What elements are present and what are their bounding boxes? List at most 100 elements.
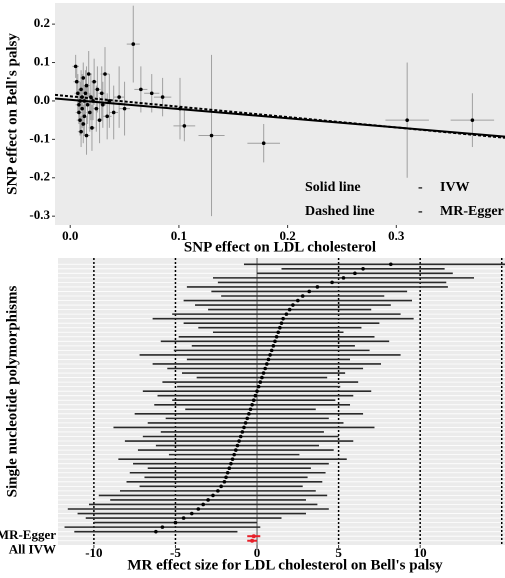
point: [405, 118, 409, 122]
estimate: [225, 470, 230, 475]
estimate: [389, 262, 393, 267]
estimate: [307, 289, 312, 294]
estimate: [160, 525, 165, 529]
estimate: [230, 457, 235, 461]
x-tick-label: 0: [254, 545, 261, 560]
point: [160, 95, 165, 99]
x-tick-label: -10: [85, 545, 102, 560]
estimate: [268, 353, 272, 357]
summary-estimate: [250, 538, 255, 543]
estimate: [242, 425, 246, 430]
point: [95, 87, 100, 92]
point: [209, 133, 214, 138]
estimate: [251, 398, 256, 403]
point: [103, 72, 107, 76]
point: [85, 102, 90, 107]
estimate: [227, 466, 232, 471]
y-tick-label: 0.1: [34, 54, 50, 69]
estimate: [258, 380, 263, 384]
point: [105, 114, 109, 119]
point: [99, 91, 104, 96]
point: [83, 91, 88, 96]
estimate: [224, 475, 228, 480]
estimate: [361, 266, 365, 271]
estimate: [238, 434, 243, 439]
point: [122, 106, 127, 111]
point: [77, 102, 81, 107]
point: [139, 87, 143, 92]
point: [87, 110, 92, 115]
point: [149, 91, 154, 96]
estimate: [237, 439, 241, 443]
estimate: [211, 493, 215, 498]
estimate: [261, 371, 266, 375]
legend-method: IVW: [440, 180, 470, 195]
point: [81, 122, 86, 126]
point: [92, 79, 96, 84]
x-axis-label: SNP effect on LDL cholesterol: [184, 239, 376, 255]
legend-sep: -: [418, 180, 423, 195]
x-tick-label: 5: [335, 545, 342, 560]
estimate: [271, 344, 276, 348]
estimate: [250, 402, 254, 407]
x-tick-label: 10: [414, 545, 427, 560]
point: [77, 110, 81, 115]
estimate: [243, 421, 248, 425]
estimate: [222, 480, 227, 484]
estimate: [216, 489, 220, 493]
estimate: [240, 430, 245, 434]
x-tick-label: -5: [170, 545, 181, 560]
estimate: [287, 307, 292, 312]
point: [101, 102, 105, 107]
estimate: [273, 339, 277, 344]
summary-label: All MR-Egger: [0, 527, 56, 542]
point: [182, 124, 187, 128]
estimate: [296, 298, 300, 303]
estimate: [315, 285, 320, 289]
point: [97, 118, 102, 122]
estimate: [276, 330, 281, 335]
estimate: [255, 389, 259, 393]
point: [73, 64, 78, 69]
point: [470, 118, 475, 122]
estimate: [279, 321, 284, 325]
estimate: [278, 325, 282, 330]
estimate: [229, 461, 233, 466]
point: [81, 76, 86, 80]
estimate: [341, 276, 346, 280]
estimate: [353, 271, 357, 276]
point: [76, 91, 80, 96]
y-tick-label: -0.1: [29, 130, 50, 145]
x-tick-label: 0.2: [279, 228, 295, 243]
estimate: [330, 280, 334, 285]
estimate: [281, 316, 285, 321]
y-tick-label: 0.0: [34, 92, 50, 107]
estimate: [189, 511, 194, 516]
estimate: [247, 412, 251, 416]
estimate: [260, 375, 264, 380]
estimate: [291, 303, 295, 307]
y-tick-label: -0.2: [29, 169, 50, 184]
point: [86, 72, 91, 76]
point: [90, 126, 94, 130]
estimate: [201, 502, 205, 507]
legend-line: Dashed line: [305, 204, 375, 219]
plot-background: [55, 3, 505, 225]
estimate: [269, 348, 274, 353]
estimate: [245, 416, 250, 421]
x-tick-label: 0.3: [388, 228, 405, 243]
estimate: [263, 366, 267, 371]
x-axis-label: MR effect size for LDL cholesterol on Be…: [127, 557, 443, 573]
estimate: [234, 448, 238, 452]
estimate: [274, 334, 279, 339]
point: [80, 106, 84, 111]
estimate: [253, 393, 258, 398]
estimate: [265, 362, 269, 366]
plot-area: [64, 262, 505, 543]
point: [84, 83, 89, 88]
point: [78, 118, 82, 122]
estimate: [219, 484, 223, 489]
point: [111, 110, 116, 115]
point: [74, 79, 79, 84]
